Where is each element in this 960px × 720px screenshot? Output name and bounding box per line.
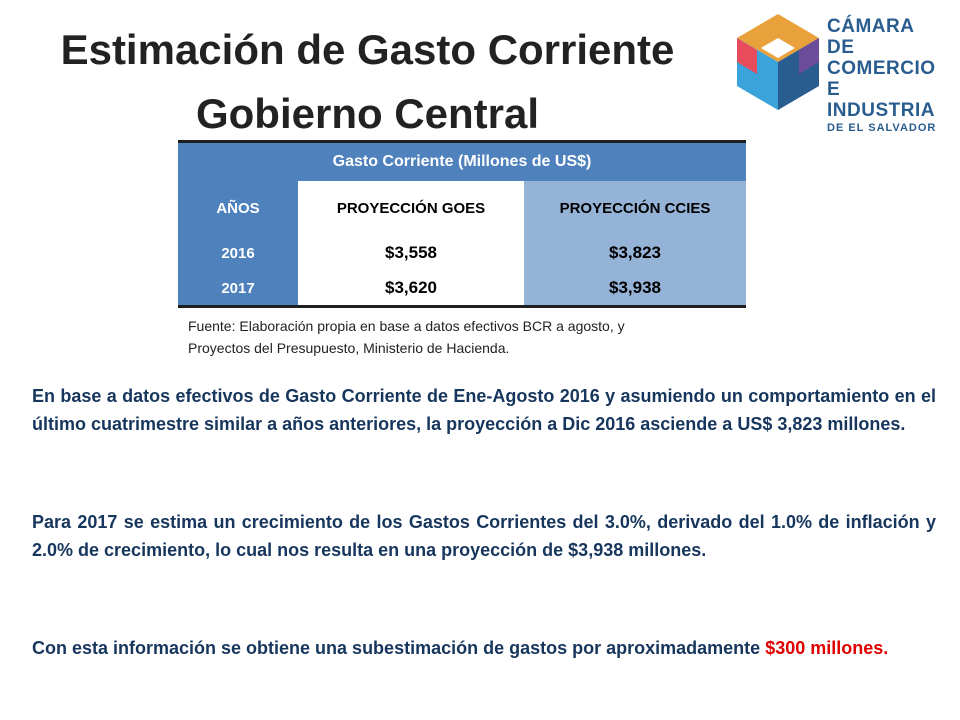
cell-ccies: $3,938	[524, 271, 747, 308]
conclusion-text: Con esta información se obtiene una sube…	[32, 638, 761, 658]
cell-year: 2017	[178, 271, 298, 308]
cell-year: 2016	[178, 235, 298, 271]
cube-logo-icon	[737, 14, 819, 110]
logo-line-1: CÁMARA DE	[827, 16, 914, 58]
table-caption-row: Gasto Corriente (Millones de US$)	[178, 140, 747, 181]
table-header-row: AÑOS PROYECCIÓN GOES PROYECCIÓN CCIES	[178, 181, 747, 235]
paragraph-conclusion: Con esta información se obtiene una sube…	[32, 634, 936, 662]
table-row: 2016 $3,558 $3,823	[178, 235, 747, 271]
source-line-2: Proyectos del Presupuesto, Ministerio de…	[188, 340, 510, 356]
source-note: Fuente: Elaboración propia en base a dat…	[188, 315, 768, 359]
conclusion-highlight: $300 millones.	[765, 638, 889, 658]
cell-ccies: $3,823	[524, 235, 747, 271]
gasto-corriente-table: Gasto Corriente (Millones de US$) AÑOS P…	[178, 140, 747, 308]
table-caption: Gasto Corriente (Millones de US$)	[178, 140, 747, 181]
paragraph-projection-2016: En base a datos efectivos de Gasto Corri…	[32, 386, 936, 434]
logo-line-2: COMERCIO	[827, 58, 936, 79]
slide-title: Estimación de Gasto Corriente Gobierno C…	[0, 18, 735, 146]
cell-goes: $3,620	[298, 271, 524, 308]
title-line-1: Estimación de Gasto Corriente	[60, 26, 675, 73]
logo-line-4: DE EL SALVADOR	[827, 122, 937, 134]
header-ccies: PROYECCIÓN CCIES	[524, 181, 747, 235]
logo-wordmark: CÁMARA DE COMERCIO E INDUSTRIA DE EL SAL…	[827, 16, 945, 135]
title-line-2: Gobierno Central	[195, 90, 540, 137]
cell-goes: $3,558	[298, 235, 524, 271]
header-anos: AÑOS	[178, 181, 298, 235]
table-row: 2017 $3,620 $3,938	[178, 271, 747, 308]
logo-line-3: E INDUSTRIA	[827, 79, 935, 121]
header-goes: PROYECCIÓN GOES	[298, 181, 524, 235]
paragraph-projection-2017: Para 2017 se estima un crecimiento de lo…	[32, 512, 936, 560]
ccies-logo: CÁMARA DE COMERCIO E INDUSTRIA DE EL SAL…	[735, 10, 945, 134]
source-line-1: Fuente: Elaboración propia en base a dat…	[188, 318, 625, 334]
